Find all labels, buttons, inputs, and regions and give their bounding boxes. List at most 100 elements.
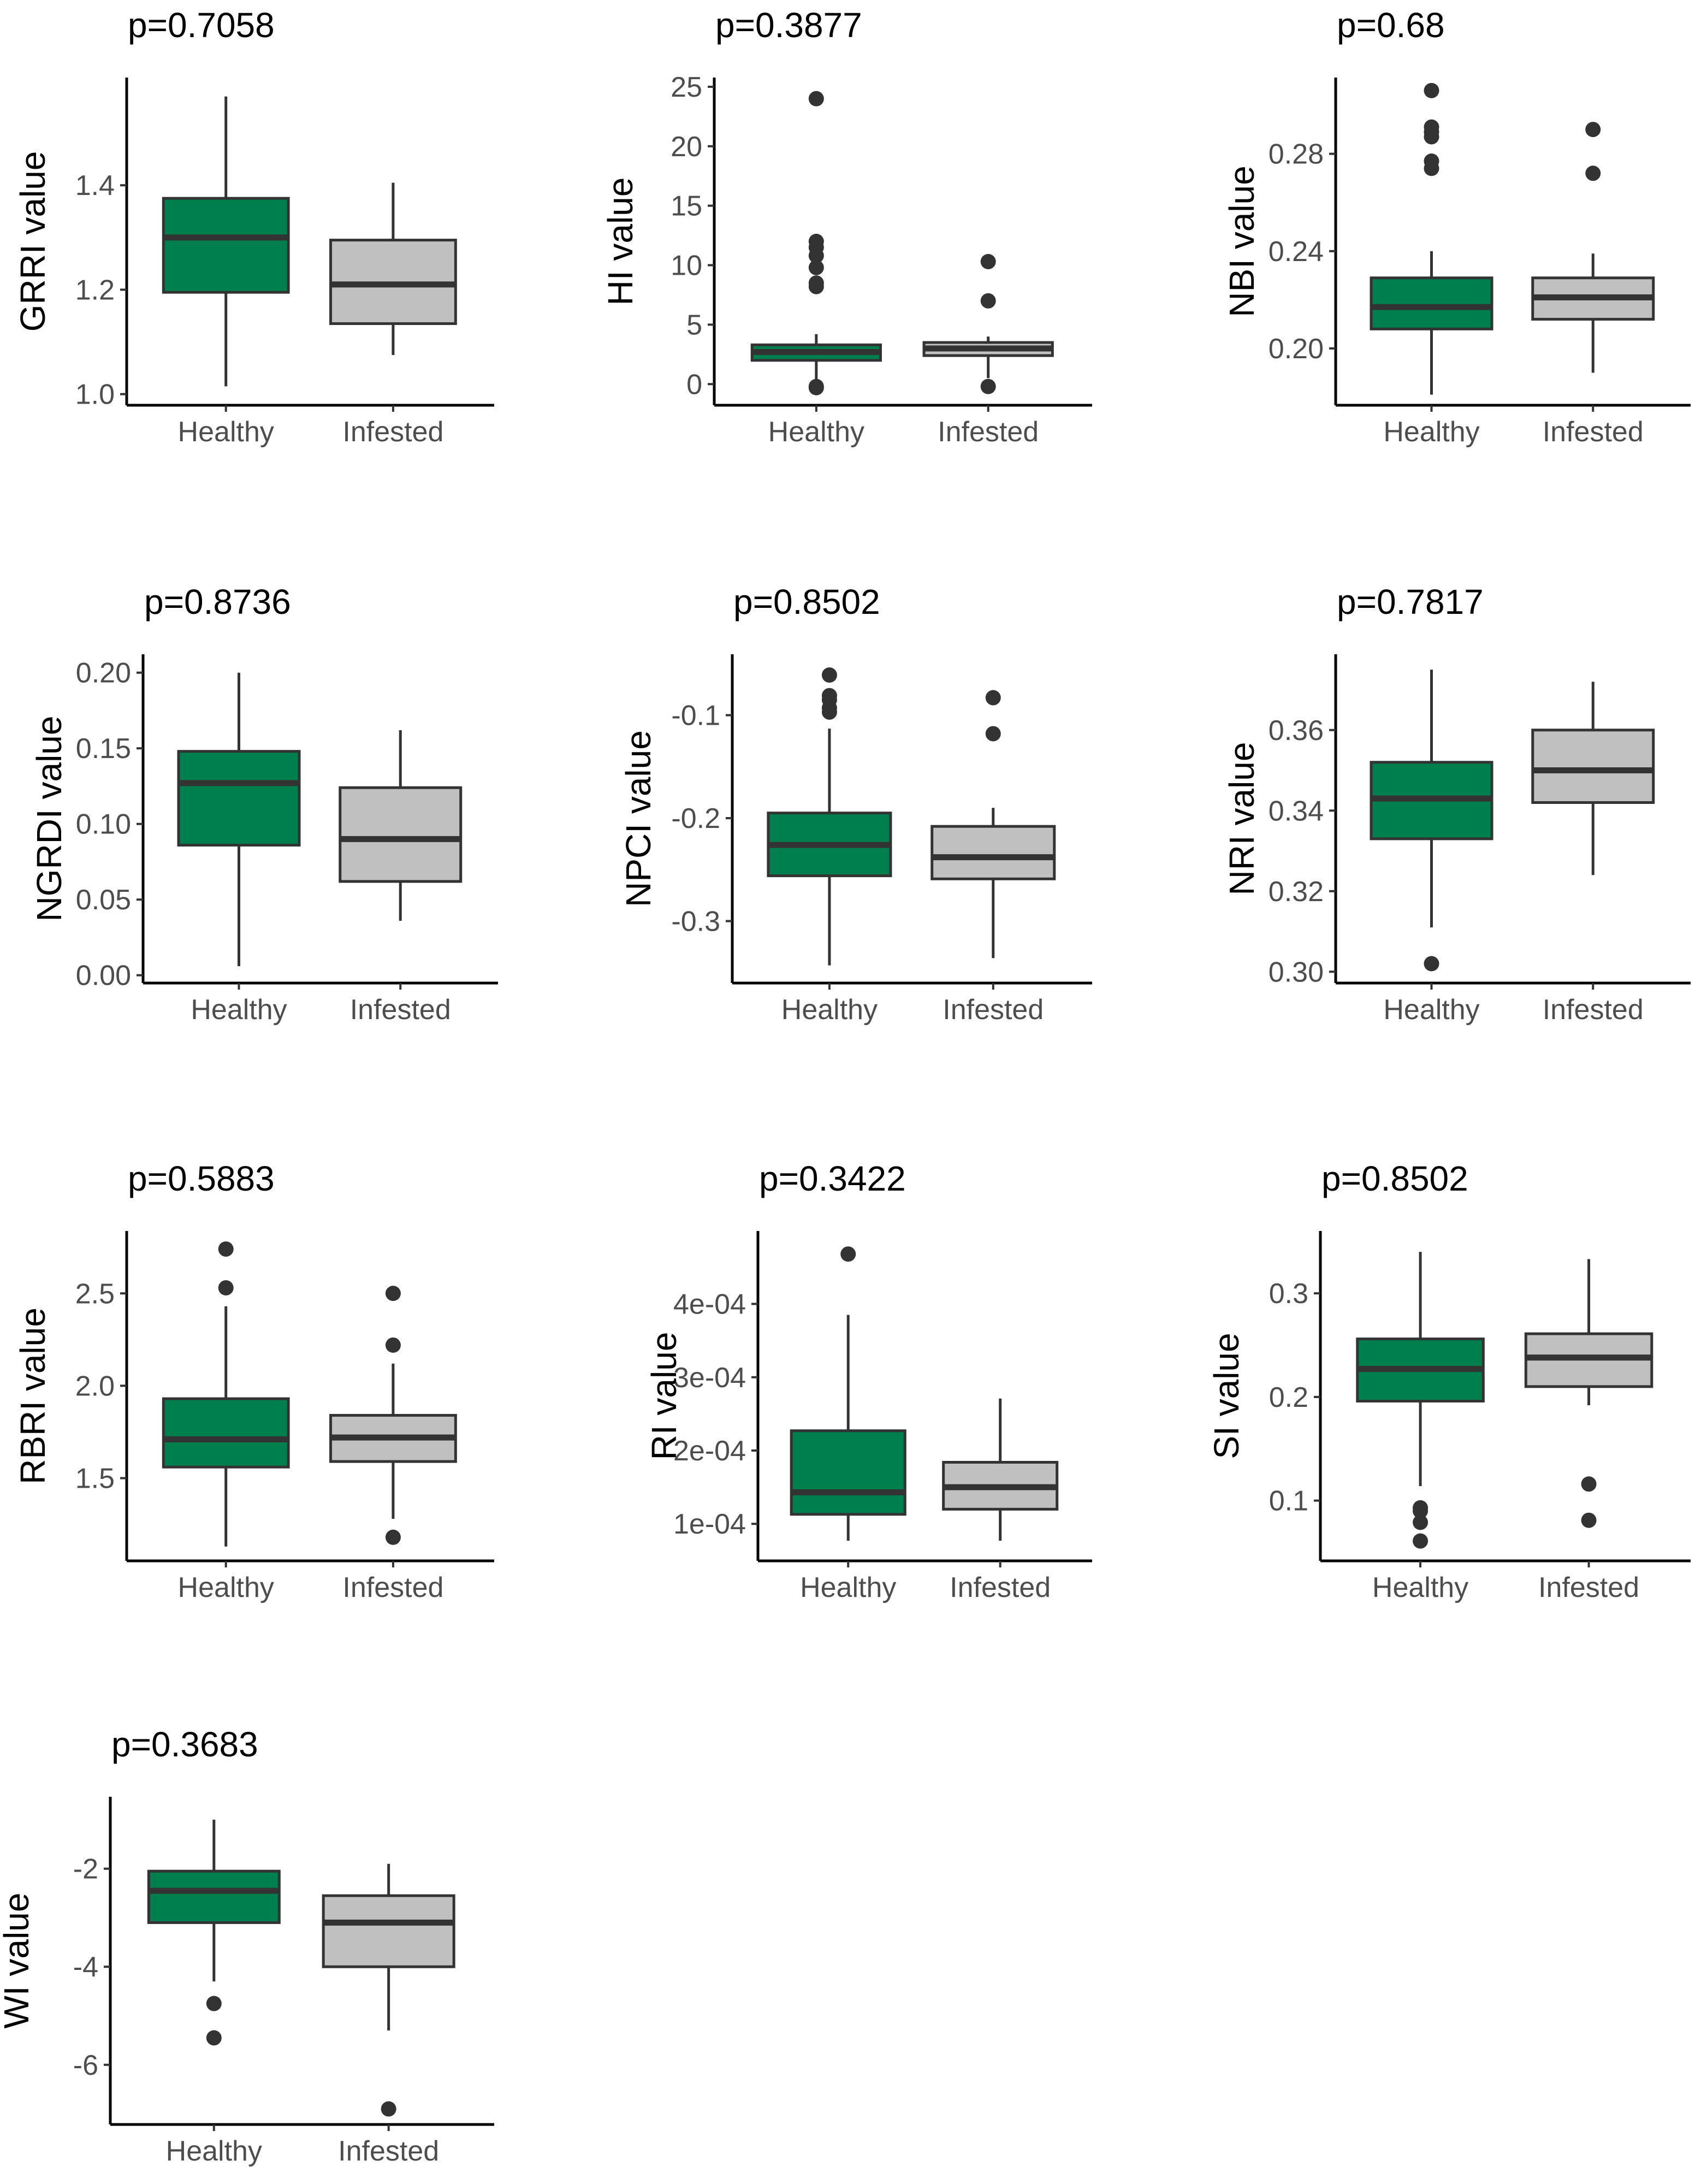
iqr-box: [1370, 276, 1493, 330]
outlier-point: [1424, 161, 1439, 176]
panel-title: p=0.8502: [733, 582, 880, 622]
panel-ri: p=0.3422 1e-04 2e-04 3e-04 4e-04 RI value Heal…: [644, 1159, 1092, 1603]
y-tick-label: 15: [671, 191, 702, 222]
outlier-point: [206, 1996, 222, 2011]
y-axis-label: WI value: [0, 1893, 36, 2029]
outlier-point: [808, 91, 824, 106]
panel-hi: p=0.3877 0 5 10 15 20 25 HI value Healthy Infeste…: [601, 5, 1092, 448]
box-infested: [922, 254, 1054, 394]
y-tick-label: 2.5: [75, 1278, 115, 1310]
y-tick-label: 10: [671, 250, 702, 282]
outlier-point: [808, 279, 824, 294]
panel-wi: p=0.3683 -6 -4 -2 WI value Healthy Infested: [0, 1725, 494, 2167]
panel-si: p=0.8502 0.1 0.2 0.3 SI value Healthy Infested: [1207, 1159, 1691, 1603]
x-tick-label: Infested: [350, 994, 451, 1026]
box-healthy: [750, 91, 882, 395]
outlier-point: [980, 293, 996, 309]
x-tick-label: Healthy: [781, 994, 878, 1026]
panel-title: p=0.7058: [128, 5, 275, 45]
box-infested: [329, 1286, 457, 1545]
box-infested: [322, 1863, 455, 2117]
outlier-point: [1585, 165, 1601, 181]
y-tick-label: 0.10: [76, 809, 131, 841]
iqr-box: [1531, 729, 1655, 804]
y-tick-label: 0.1: [1269, 1485, 1308, 1517]
y-tick-label: 0.36: [1269, 715, 1324, 747]
outlier-point: [218, 1280, 234, 1296]
y-tick-label: -0.3: [671, 906, 720, 938]
box-infested: [339, 730, 463, 921]
panel-title: p=0.8736: [144, 582, 291, 622]
x-tick-label: Healthy: [1383, 416, 1479, 448]
box-healthy: [767, 667, 892, 966]
y-tick-label: 0.34: [1269, 795, 1324, 827]
x-tick-label: Infested: [943, 994, 1044, 1026]
y-tick-label: 1.4: [75, 170, 115, 202]
y-axis-label: SI value: [1207, 1333, 1246, 1459]
box-healthy: [790, 1246, 906, 1541]
y-tick-label: -6: [73, 2050, 98, 2081]
y-axis-label: HI value: [601, 177, 640, 306]
panel-title: p=0.3422: [759, 1159, 906, 1198]
panel-nbi: p=0.68 0.20 0.24 0.28 NBI value Healthy Infest…: [1222, 5, 1691, 448]
y-axis-label: NRI value: [1222, 742, 1261, 896]
outlier-point: [385, 1529, 401, 1545]
y-tick-label: 0.3: [1269, 1278, 1308, 1310]
y-tick-label: 0.2: [1269, 1382, 1308, 1413]
outlier-point: [808, 259, 824, 275]
x-tick-label: Infested: [950, 1572, 1051, 1603]
x-tick-label: Healthy: [1383, 994, 1479, 1026]
box-infested: [329, 182, 457, 355]
outlier-point: [840, 1246, 856, 1262]
x-tick-label: Infested: [938, 416, 1039, 448]
box-healthy: [177, 672, 301, 967]
y-tick-label: -0.1: [671, 700, 720, 732]
y-tick-label: 2.0: [75, 1370, 115, 1402]
outlier-point: [1581, 1476, 1597, 1492]
outlier-point: [1424, 956, 1439, 972]
iqr-box: [339, 786, 463, 883]
y-tick-label: -2: [73, 1854, 98, 1885]
outlier-point: [821, 704, 837, 720]
y-tick-label: 0.24: [1269, 236, 1324, 268]
x-tick-label: Healthy: [1372, 1572, 1468, 1603]
y-tick-label: 0.15: [76, 733, 131, 765]
outlier-point: [1424, 82, 1439, 98]
iqr-box: [177, 750, 301, 847]
y-tick-label: 20: [671, 131, 702, 163]
y-tick-label: 4e-04: [673, 1289, 746, 1321]
x-tick-label: Infested: [1543, 994, 1644, 1026]
y-tick-label: 1.2: [75, 274, 115, 306]
y-tick-label: 0.05: [76, 884, 131, 916]
outlier-point: [980, 378, 996, 394]
panel-grri: p=0.7058 1.0 1.2 1.4 GRRI value Healthy Infest…: [13, 5, 494, 448]
panel-title: p=0.7817: [1337, 582, 1484, 622]
y-tick-label: 1.0: [75, 379, 115, 411]
outlier-point: [381, 2101, 396, 2117]
box-healthy: [147, 1819, 281, 2046]
outlier-point: [808, 248, 824, 264]
y-axis-label: RBRI value: [13, 1307, 52, 1484]
y-tick-label: 1.5: [75, 1463, 115, 1495]
box-healthy: [1356, 1252, 1485, 1549]
y-tick-label: 0.20: [76, 658, 131, 689]
outlier-point: [980, 254, 996, 270]
outlier-point: [985, 726, 1001, 742]
y-axis-label: RI value: [644, 1332, 684, 1460]
y-tick-label: 0: [686, 369, 702, 400]
y-tick-label: -0.2: [671, 803, 720, 834]
outlier-point: [1585, 122, 1601, 138]
box-healthy: [162, 96, 290, 387]
x-tick-label: Healthy: [178, 416, 274, 448]
x-tick-label: Healthy: [191, 994, 287, 1026]
y-tick-label: -4: [73, 1951, 98, 1983]
iqr-box: [322, 1894, 455, 1968]
panel-title: p=0.8502: [1321, 1159, 1468, 1198]
x-tick-label: Infested: [342, 416, 443, 448]
iqr-box: [147, 1869, 281, 1924]
outlier-point: [1581, 1512, 1597, 1528]
panel-rbri: p=0.5883 1.5 2.0 2.5 RBRI value Healthy Infest…: [13, 1159, 494, 1603]
